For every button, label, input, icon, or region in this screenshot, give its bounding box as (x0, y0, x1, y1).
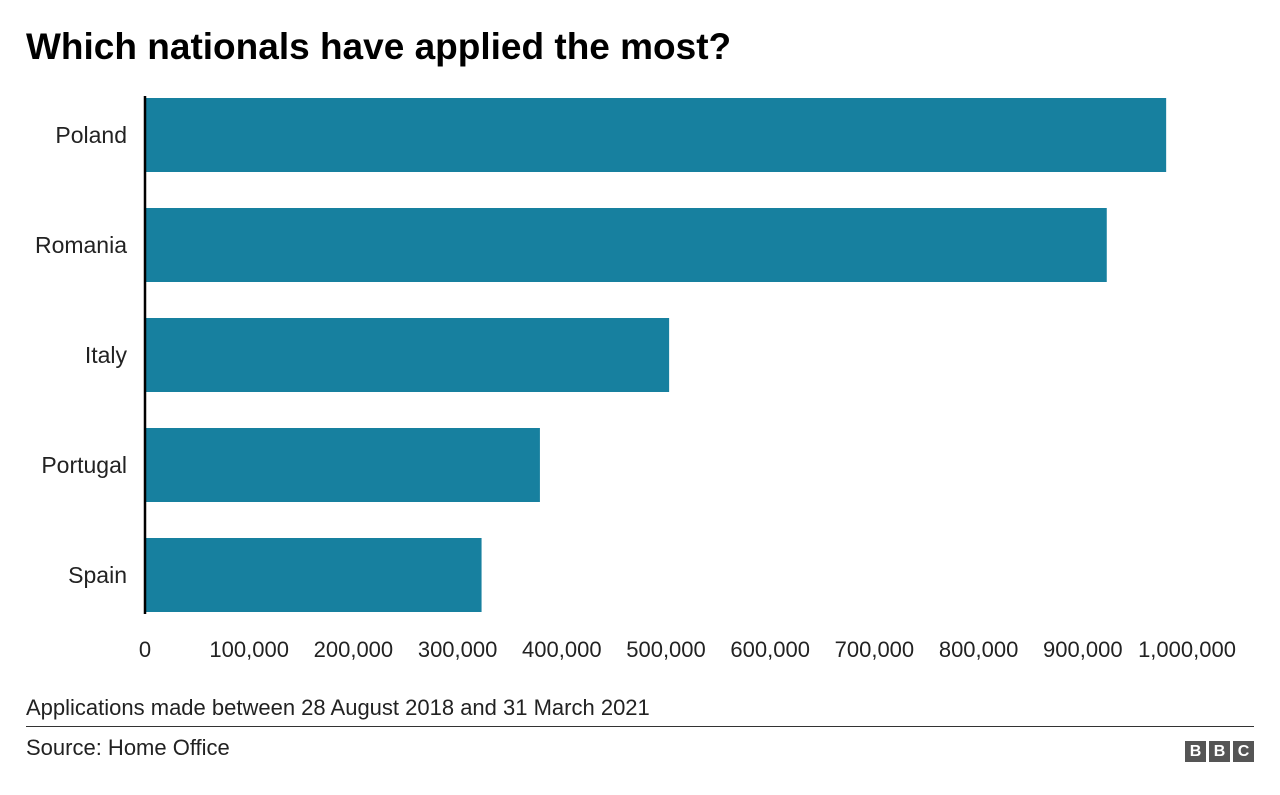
x-tick-label: 1,000,000 (1138, 637, 1236, 662)
footer-divider (26, 726, 1254, 727)
category-labels: Poland Romania Italy Portugal Spain (35, 122, 128, 588)
bar-portugal (145, 428, 540, 502)
category-label: Portugal (41, 452, 127, 478)
x-tick-label: 0 (139, 637, 151, 662)
bar-chart: Poland Romania Italy Portugal Spain 0 100,000… (35, 96, 1236, 662)
x-axis-tick-labels: 0 100,000 200,000 300,000 400,000 500,000 600,… (139, 637, 1236, 662)
bars-layer (145, 98, 1167, 612)
x-tick-label: 900,000 (1043, 637, 1123, 662)
x-tick-label: 200,000 (314, 637, 394, 662)
bbc-logo-letter: C (1233, 741, 1254, 762)
category-label: Romania (35, 232, 127, 258)
bbc-logo: B B C (1185, 741, 1254, 762)
x-tick-label: 300,000 (418, 637, 498, 662)
bar-italy (145, 318, 670, 392)
bbc-logo-letter: B (1209, 741, 1230, 762)
x-tick-label: 800,000 (939, 637, 1019, 662)
x-tick-label: 700,000 (835, 637, 915, 662)
chart-source: Source: Home Office (26, 735, 230, 760)
x-tick-label: 100,000 (209, 637, 289, 662)
category-label: Spain (68, 562, 127, 588)
category-label: Poland (55, 122, 127, 148)
chart-footnote: Applications made between 28 August 2018… (26, 695, 650, 720)
bar-spain (145, 538, 482, 612)
bar-poland (145, 98, 1167, 172)
bbc-logo-letter: B (1185, 741, 1206, 762)
x-tick-label: 500,000 (626, 637, 706, 662)
x-tick-label: 400,000 (522, 637, 602, 662)
bar-romania (145, 208, 1107, 282)
x-tick-label: 600,000 (730, 637, 810, 662)
chart-title: Which nationals have applied the most? (26, 26, 732, 67)
category-label: Italy (85, 342, 128, 368)
